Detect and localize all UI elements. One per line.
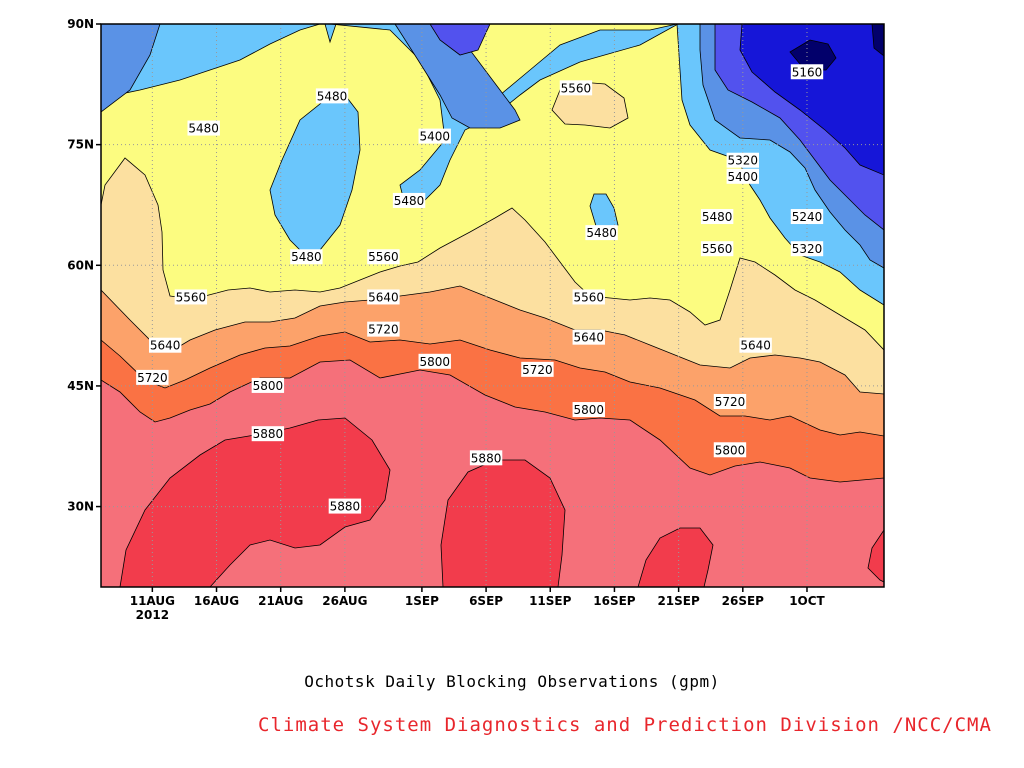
contour-label-bg xyxy=(790,241,824,257)
y-tick-label: 60N xyxy=(67,258,94,272)
contour-label: 5640 xyxy=(368,290,399,304)
contour-label-bg xyxy=(367,289,400,305)
contour-label: 5800 xyxy=(715,443,746,457)
contour-label: 5560 xyxy=(573,290,604,304)
contour-label: 5560 xyxy=(561,81,592,95)
contour-label: 5320 xyxy=(728,154,759,168)
x-tick-label: 11AUG xyxy=(130,594,175,608)
x-tick-label: 26AUG xyxy=(322,594,367,608)
red-blob-sep xyxy=(440,459,566,587)
contour-label: 5880 xyxy=(471,451,502,465)
contour-label-bg xyxy=(136,369,169,385)
x-tick-label: 1SEP xyxy=(405,594,439,608)
x-year-label: 2012 xyxy=(136,608,169,622)
contour-label-bg xyxy=(726,168,760,184)
contour-label: 5720 xyxy=(137,371,168,385)
contour-label: 5480 xyxy=(291,250,322,264)
contour-label: 5880 xyxy=(253,427,284,441)
plot-frame xyxy=(100,23,885,588)
contour-label-bg xyxy=(251,377,285,393)
x-axis-labels: 11AUG 16AUG 21AUG 26AUG 1SEP 6SEP 11SEP 16SEP 21… xyxy=(130,594,826,622)
x-tick-label: 6SEP xyxy=(469,594,503,608)
contour-label: 5480 xyxy=(317,89,348,103)
contour-label: 5400 xyxy=(419,130,450,144)
contour-label-bg xyxy=(713,394,747,410)
contour-label: 5240 xyxy=(792,210,823,224)
contour-label: 5640 xyxy=(740,339,771,353)
y-tick-label: 75N xyxy=(67,138,94,152)
contour-label-bg xyxy=(521,361,554,377)
contour-label-bg xyxy=(148,337,182,353)
contour-labels: 5160 5240 5320 5320 5400 5400 5480 5480 5480 5480… xyxy=(136,64,824,514)
red-blob-sep2 xyxy=(637,527,714,587)
contour-label-bg xyxy=(585,225,618,241)
contour-label: 5560 xyxy=(176,290,207,304)
credit-line: Climate System Diagnostics and Predictio… xyxy=(258,714,992,736)
x-tick-label: 16AUG xyxy=(194,594,239,608)
y-tick-label: 45N xyxy=(67,379,94,393)
contour-label-bg xyxy=(739,337,772,353)
axis-ticks xyxy=(96,23,808,592)
contour-label-bg xyxy=(469,450,503,466)
contour-label: 5400 xyxy=(728,170,759,184)
red-blob-oct xyxy=(867,529,884,583)
y-tick-label: 90N xyxy=(67,17,94,31)
contour-label-bg xyxy=(187,120,220,136)
contour-label: 5160 xyxy=(792,65,823,79)
contour-label-bg xyxy=(290,249,323,265)
contour-label: 5480 xyxy=(188,122,219,136)
contour-label: 5560 xyxy=(702,242,733,256)
contour-label-bg xyxy=(251,426,285,442)
contour-label: 5800 xyxy=(573,403,604,417)
contour-label-bg xyxy=(572,402,605,418)
contour-fills xyxy=(101,24,884,587)
contour-label: 5640 xyxy=(573,331,604,345)
contour-label: 5800 xyxy=(253,379,284,393)
red-blob-aug xyxy=(119,417,391,587)
contour-label: 5720 xyxy=(715,395,746,409)
contour-label: 5720 xyxy=(368,323,399,337)
x-tick-label: 16SEP xyxy=(593,594,636,608)
contour-label-bg xyxy=(328,498,362,514)
contour-label-bg xyxy=(700,209,734,225)
x-tick-label: 11SEP xyxy=(529,594,572,608)
contour-label: 5480 xyxy=(586,226,617,240)
grid-lines xyxy=(101,24,884,587)
band-5160 xyxy=(739,24,884,176)
y-axis-labels: 30N 45N 60N 75N 90N xyxy=(67,17,94,514)
contour-label-bg xyxy=(713,442,747,458)
contour-label: 5800 xyxy=(419,355,450,369)
contour-label: 5480 xyxy=(394,194,425,208)
y-tick-label: 30N xyxy=(67,500,94,514)
contour-label-bg xyxy=(700,241,734,257)
contour-label-bg xyxy=(572,289,605,305)
contour-label-bg xyxy=(726,152,760,168)
contour-label-bg xyxy=(174,289,208,305)
contour-label-bg xyxy=(315,88,349,104)
x-tick-label: 21SEP xyxy=(657,594,700,608)
contour-label-bg xyxy=(367,249,400,265)
contour-label-bg xyxy=(392,192,426,208)
contour-label: 5640 xyxy=(150,339,181,353)
x-tick-label: 21AUG xyxy=(258,594,303,608)
cyan-blob-aug xyxy=(269,94,361,256)
contour-label: 5320 xyxy=(792,242,823,256)
contour-label-bg xyxy=(790,64,824,80)
contour-label: 5720 xyxy=(522,363,553,377)
contour-label-bg xyxy=(418,128,451,144)
contour-label: 5560 xyxy=(368,250,399,264)
contour-label-bg xyxy=(790,209,824,225)
chart-title: Ochotsk Daily Blocking Observations (gpm… xyxy=(304,672,720,691)
contour-label: 5480 xyxy=(702,210,733,224)
x-tick-label: 26SEP xyxy=(722,594,765,608)
contour-label-bg xyxy=(559,80,593,96)
x-tick-label: 1OCT xyxy=(789,594,825,608)
contour-label: 5880 xyxy=(330,500,361,514)
band-5400 xyxy=(101,24,884,306)
contour-label-bg xyxy=(572,329,605,345)
contour-label-bg xyxy=(418,353,451,369)
contour-label-bg xyxy=(367,321,400,337)
